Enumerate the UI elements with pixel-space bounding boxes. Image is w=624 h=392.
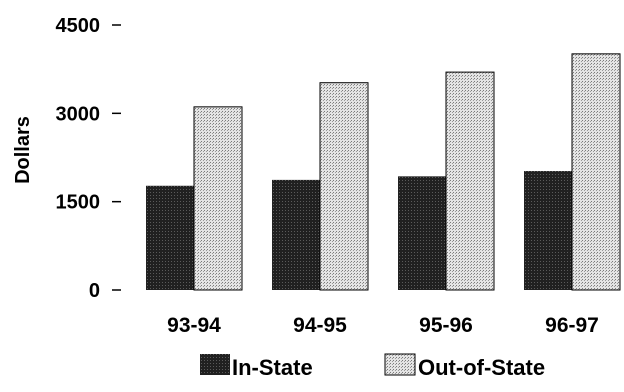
- y-axis-title: Dollars: [12, 116, 34, 184]
- legend: In-State Out-of-State: [200, 353, 545, 380]
- x-tick-label: 95-96: [419, 314, 473, 337]
- x-tick-label: 93-94: [167, 314, 221, 337]
- x-axis: 93-94 94-95 95-96 96-97: [167, 314, 599, 337]
- bar-in-state-95-96: [398, 176, 446, 290]
- legend-item-out-of-state: Out-of-State: [384, 353, 545, 380]
- y-tick-label: 0: [89, 280, 100, 302]
- bars: [146, 53, 621, 291]
- x-tick-label: 96-97: [545, 314, 599, 337]
- bar-in-state-93-94: [146, 185, 194, 290]
- legend-item-in-state: In-State: [200, 354, 313, 380]
- y-tick-label: 4500: [56, 15, 101, 37]
- y-tick-label: 1500: [56, 192, 101, 214]
- bar-in-state-94-95: [272, 179, 320, 290]
- bar-out-of-state-94-95: [319, 82, 369, 291]
- bar-out-of-state-93-94: [193, 106, 243, 291]
- x-tick-label: 94-95: [293, 314, 347, 337]
- y-axis: 0 1500 3000 4500: [56, 15, 121, 302]
- legend-swatch-out-of-state: [384, 353, 416, 376]
- y-tick-label: 3000: [56, 103, 101, 125]
- legend-swatch-in-state: [200, 354, 230, 375]
- bar-in-state-96-97: [524, 171, 572, 290]
- bar-out-of-state-96-97: [571, 53, 621, 291]
- legend-label-out-of-state: Out-of-State: [418, 355, 545, 380]
- legend-label-in-state: In-State: [232, 355, 313, 380]
- bar-out-of-state-95-96: [445, 71, 495, 291]
